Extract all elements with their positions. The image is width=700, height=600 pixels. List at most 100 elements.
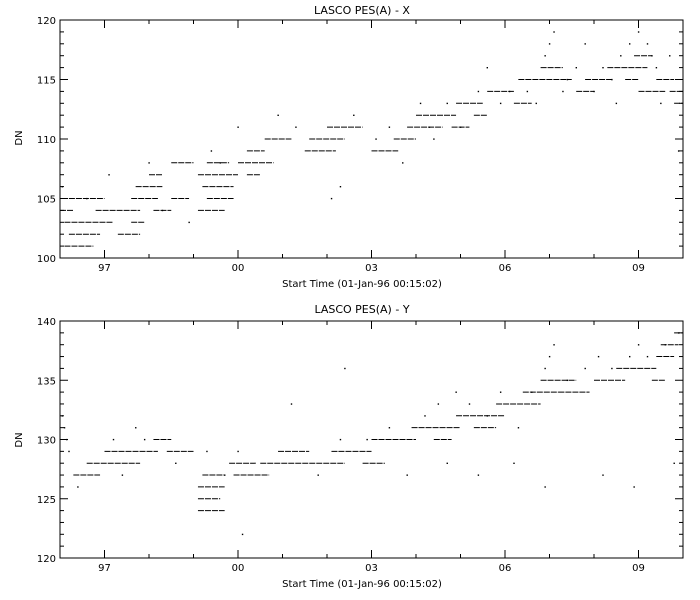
data-point xyxy=(637,31,640,33)
data-point xyxy=(344,367,346,370)
data-point xyxy=(526,90,529,93)
data-point xyxy=(548,355,551,358)
data-point xyxy=(615,102,618,105)
data-point xyxy=(375,138,377,140)
data-point xyxy=(388,126,391,128)
data-point xyxy=(428,126,431,128)
data-point xyxy=(175,462,177,464)
data-point xyxy=(477,90,480,93)
data-point xyxy=(664,344,666,346)
data-point xyxy=(633,486,635,488)
data-point xyxy=(406,474,408,476)
y-tick-label: 115 xyxy=(37,76,56,87)
data-point xyxy=(339,186,342,188)
x-tick-label: 00 xyxy=(232,263,245,274)
data-point xyxy=(553,344,555,346)
data-point xyxy=(424,415,426,417)
chart-y-ylabel: DN xyxy=(14,432,25,447)
data-point xyxy=(219,162,221,164)
data-point xyxy=(468,403,471,405)
data-point xyxy=(108,174,110,176)
data-point xyxy=(553,31,555,33)
chart-x-axes: 100 105 110 115 120 97 00 03 06 09 xyxy=(37,16,684,274)
data-point xyxy=(629,355,631,358)
x-tick-label: 97 xyxy=(98,263,111,274)
x-tick-label: 06 xyxy=(499,263,512,274)
data-point xyxy=(295,126,297,128)
data-point xyxy=(548,43,551,45)
chart-y-axes: 120 125 130 135 140 97 00 03 06 09 xyxy=(37,317,684,574)
chart-x-points xyxy=(60,31,683,247)
data-point xyxy=(517,427,520,429)
data-point xyxy=(161,209,164,212)
data-point xyxy=(677,150,680,152)
y-tick-label: 120 xyxy=(37,554,56,565)
data-point xyxy=(651,55,653,57)
data-point xyxy=(61,186,64,188)
data-point xyxy=(677,332,680,334)
x-tick-label: 00 xyxy=(232,563,245,574)
data-point xyxy=(584,367,586,370)
data-point xyxy=(535,102,537,105)
data-point xyxy=(143,438,146,441)
data-point xyxy=(602,474,604,476)
data-point xyxy=(317,474,319,476)
data-point xyxy=(646,355,649,358)
data-point xyxy=(339,438,342,441)
data-point xyxy=(544,55,546,57)
x-tick-label: 06 xyxy=(499,563,512,574)
data-point xyxy=(224,474,226,476)
data-point xyxy=(544,367,546,370)
data-point xyxy=(330,197,333,200)
x-tick-label: 03 xyxy=(365,263,378,274)
data-point xyxy=(455,391,457,393)
data-point xyxy=(593,90,595,93)
chart-x-title: LASCO PES(A) - X xyxy=(314,4,410,17)
data-point xyxy=(188,221,190,224)
data-point xyxy=(148,162,150,164)
data-point xyxy=(566,78,569,81)
data-point xyxy=(388,427,391,429)
y-tick-label: 130 xyxy=(37,436,56,447)
data-point xyxy=(86,197,88,200)
data-point xyxy=(611,367,613,370)
data-point xyxy=(277,114,279,116)
data-point xyxy=(419,102,422,105)
data-point xyxy=(446,462,448,464)
data-point xyxy=(121,474,124,476)
data-point xyxy=(513,462,515,464)
data-point xyxy=(531,391,533,393)
data-point xyxy=(673,462,675,464)
data-point xyxy=(629,43,631,45)
data-point xyxy=(620,55,622,57)
data-point xyxy=(602,67,604,69)
chart-y-points xyxy=(61,332,683,536)
data-point xyxy=(637,344,640,346)
y-tick-label: 140 xyxy=(37,317,56,328)
data-point xyxy=(112,438,115,441)
data-point xyxy=(459,126,462,128)
data-point xyxy=(437,403,440,405)
data-point xyxy=(486,67,488,69)
data-point xyxy=(584,43,586,45)
x-tick-label: 03 xyxy=(365,563,378,574)
y-tick-label: 125 xyxy=(37,495,56,506)
data-point xyxy=(290,403,293,405)
data-point xyxy=(206,450,208,453)
data-point xyxy=(486,415,488,417)
data-point xyxy=(499,391,502,393)
data-point xyxy=(237,126,239,128)
data-point xyxy=(660,102,662,105)
data-point xyxy=(646,43,649,45)
chart-x-xlabel: Start Time (01-Jan-96 00:15:02) xyxy=(282,279,442,290)
data-point xyxy=(477,474,480,476)
data-point xyxy=(433,138,435,140)
data-point xyxy=(575,67,577,69)
data-point xyxy=(566,379,569,382)
data-point xyxy=(63,427,66,429)
data-point xyxy=(562,90,564,93)
data-point xyxy=(611,78,613,81)
plot-frame xyxy=(59,19,684,259)
data-point xyxy=(66,438,68,441)
